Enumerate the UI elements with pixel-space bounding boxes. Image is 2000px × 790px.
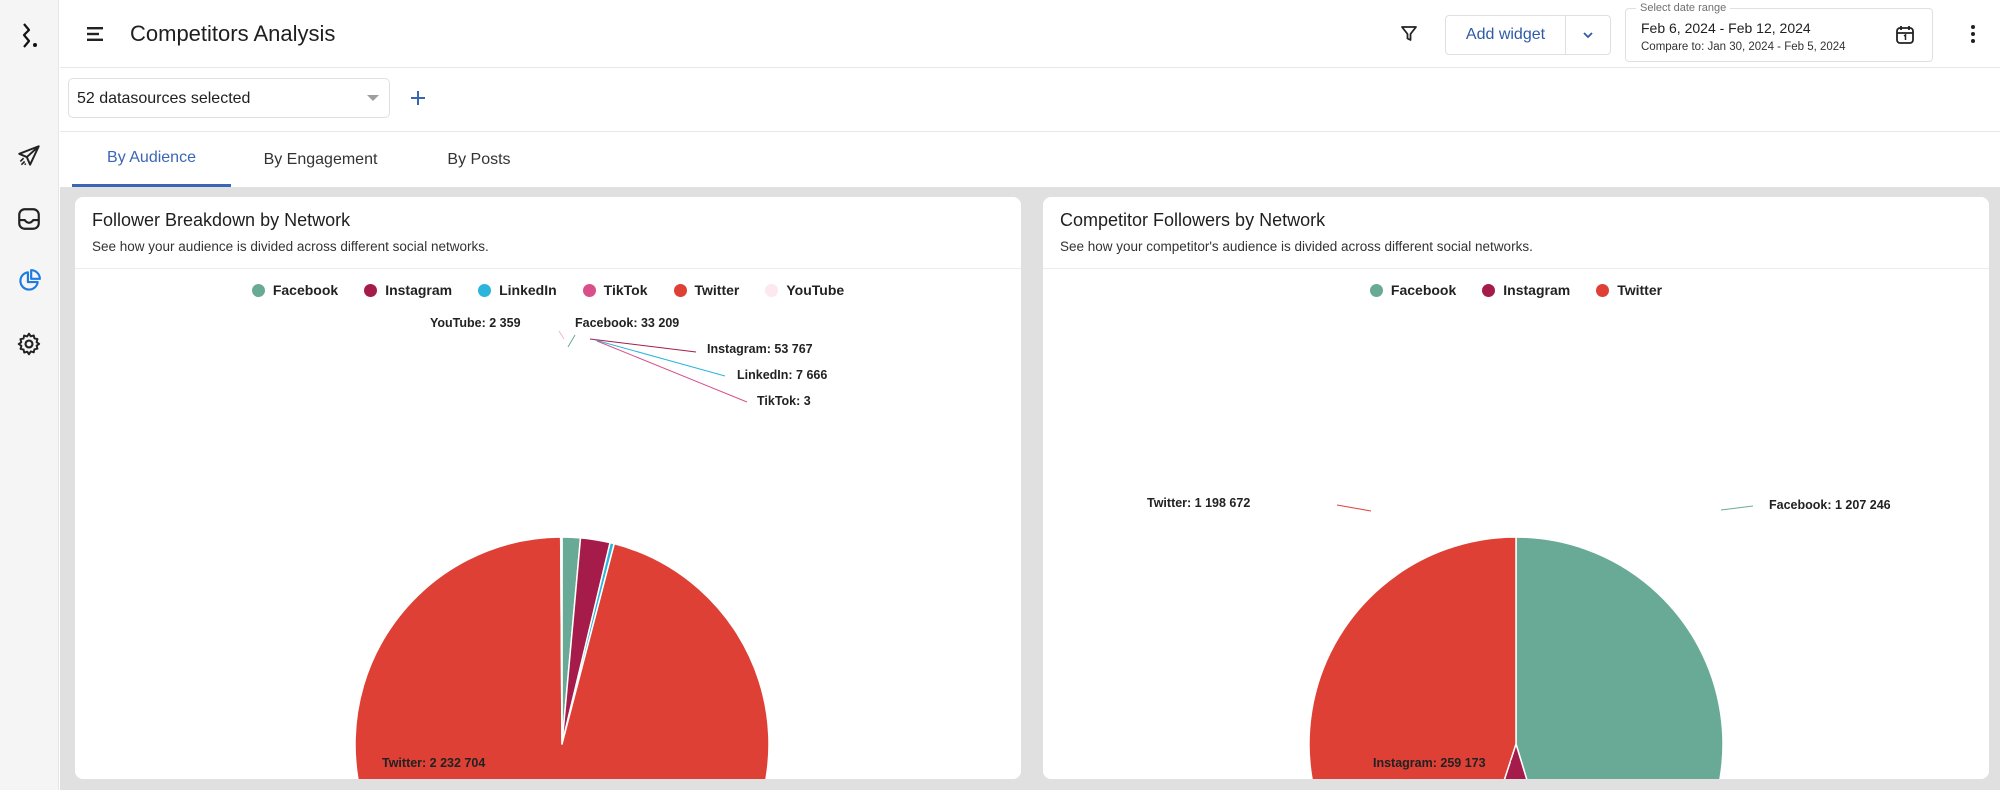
side-rail: [0, 0, 59, 790]
pie-slices[interactable]: [354, 536, 770, 779]
pie-slices[interactable]: [1308, 536, 1724, 779]
add-widget-split-button: Add widget: [1445, 15, 1611, 55]
hamburger-icon[interactable]: [84, 22, 108, 46]
follower-breakdown-card: Follower Breakdown by Network See how yo…: [75, 197, 1021, 779]
add-widget-button[interactable]: Add widget: [1446, 16, 1566, 54]
slice-label-instagram: Instagram: 53 767: [707, 342, 813, 356]
tab-by-audience[interactable]: By Audience: [72, 132, 231, 187]
main-area: Competitors Analysis Add widget Select d…: [60, 0, 2000, 790]
legend-item-instagram[interactable]: Instagram: [1482, 282, 1570, 298]
card-title: Follower Breakdown by Network: [92, 210, 351, 230]
legend-item-twitter[interactable]: Twitter: [1596, 282, 1662, 298]
plus-icon: [411, 91, 425, 105]
slice-label-twitter: Twitter: 1 198 672: [1147, 496, 1250, 510]
card-description: See how your audience is divided across …: [92, 239, 489, 254]
date-range-value: Feb 6, 2024 - Feb 12, 2024: [1641, 20, 1811, 36]
card-description: See how your competitor's audience is di…: [1060, 239, 1533, 254]
legend-item-facebook[interactable]: Facebook: [251, 282, 338, 298]
slice-label-linkedin: LinkedIn: 7 666: [737, 368, 827, 382]
slice-label-youtube: YouTube: 2 359: [430, 316, 521, 330]
legend-dot-icon: [673, 283, 687, 297]
paper-plane-icon[interactable]: [14, 141, 44, 171]
pie-slice-youtube[interactable]: [559, 536, 563, 745]
compare-range-value: Compare to: Jan 30, 2024 - Feb 5, 2024: [1641, 41, 1846, 53]
legend-dot-icon: [364, 283, 378, 297]
tab-by-posts[interactable]: By Posts: [447, 150, 511, 168]
chart-legend: Facebook Instagram LinkedIn TikTok Twitt…: [75, 282, 1021, 298]
calendar-icon[interactable]: [1894, 24, 1916, 46]
add-widget-dropdown-toggle[interactable]: [1566, 16, 1610, 54]
legend-item-twitter[interactable]: Twitter: [673, 282, 739, 298]
pie-slice-instagram[interactable]: [1452, 743, 1577, 779]
page-title: Competitors Analysis: [130, 21, 336, 46]
card-header: Competitor Followers by Network See how …: [1043, 197, 1989, 269]
datasource-select-value: 52 datasources selected: [77, 90, 251, 107]
caret-down-icon: [367, 95, 379, 101]
competitor-pie-chart: Facebook: 1 207 246 Twitter: 1 198 672 I…: [1147, 496, 1891, 779]
inbox-icon[interactable]: [14, 204, 44, 234]
datasource-select[interactable]: 52 datasources selected: [68, 78, 390, 118]
pie-slice-facebook[interactable]: [1515, 536, 1724, 779]
slice-label-instagram: Instagram: 259 173: [1373, 756, 1486, 770]
card-title: Competitor Followers by Network: [1060, 210, 1326, 230]
chevron-down-icon: [1583, 32, 1593, 39]
legend-dot-icon: [765, 283, 779, 297]
pie-slice-twitter[interactable]: [354, 536, 770, 779]
add-datasource-button[interactable]: [406, 86, 430, 110]
pie-labels: Facebook: 1 207 246 Twitter: 1 198 672 I…: [1147, 496, 1891, 770]
filter-icon[interactable]: [1396, 21, 1422, 47]
dashboard-canvas: Follower Breakdown by Network See how yo…: [60, 187, 2000, 790]
legend-item-instagram[interactable]: Instagram: [364, 282, 452, 298]
legend-dot-icon: [582, 283, 596, 297]
legend-dot-icon: [1369, 283, 1383, 297]
slice-label-facebook: Facebook: 1 207 246: [1769, 498, 1891, 512]
competitor-followers-card: Competitor Followers by Network See how …: [1043, 197, 1989, 779]
slice-label-tiktok: TikTok: 3: [757, 394, 811, 408]
legend-item-linkedin[interactable]: LinkedIn: [478, 282, 557, 298]
chart-legend: Facebook Instagram Twitter: [1043, 282, 1989, 298]
legend-item-tiktok[interactable]: TikTok: [582, 282, 648, 298]
gear-icon[interactable]: [14, 329, 44, 359]
tab-bar: By Audience By Engagement By Posts: [60, 132, 2000, 187]
top-header: Competitors Analysis Add widget Select d…: [60, 0, 2000, 68]
legend-dot-icon: [478, 283, 492, 297]
follower-pie-chart: Facebook: 33 209 Instagram: 53 767 Linke…: [354, 316, 827, 779]
pie-labels: Facebook: 33 209 Instagram: 53 767 Linke…: [382, 316, 827, 770]
pie-slice-twitter[interactable]: [1308, 536, 1517, 779]
datasource-bar: 52 datasources selected: [60, 68, 2000, 132]
tab-by-engagement[interactable]: By Engagement: [263, 150, 378, 168]
brand-logo-icon[interactable]: [14, 20, 44, 50]
kebab-icon[interactable]: [1960, 21, 1986, 47]
pie-chart-icon[interactable]: [14, 266, 44, 296]
card-header: Follower Breakdown by Network See how yo…: [75, 197, 1021, 269]
legend-item-facebook[interactable]: Facebook: [1369, 282, 1456, 298]
legend-dot-icon: [251, 283, 265, 297]
date-range-label: Select date range: [1636, 2, 1731, 14]
slice-label-facebook: Facebook: 33 209: [575, 316, 679, 330]
legend-dot-icon: [1482, 283, 1496, 297]
slice-label-twitter: Twitter: 2 232 704: [382, 756, 485, 770]
legend-item-youtube[interactable]: YouTube: [765, 282, 844, 298]
date-range-picker[interactable]: Select date range Feb 6, 2024 - Feb 12, …: [1625, 2, 1933, 62]
legend-dot-icon: [1596, 283, 1610, 297]
